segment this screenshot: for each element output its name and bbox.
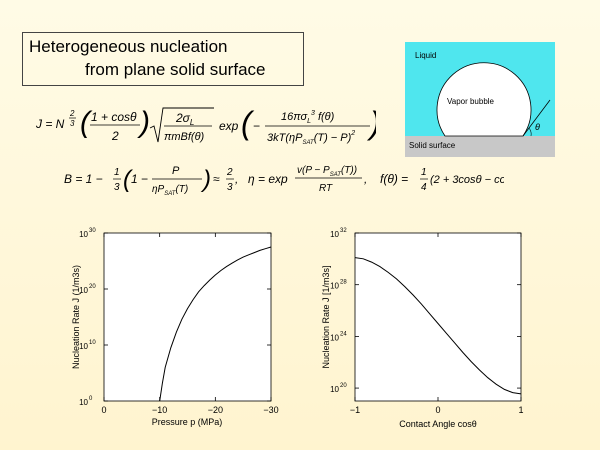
svg-text:v(P − PSAT(T)): v(P − PSAT(T)) [297,165,357,178]
x-tick-label: −1 [350,405,360,415]
y-tick-label: 10 [330,282,339,291]
svg-text:3: 3 [227,182,233,193]
y-tick-label: 10 [330,385,339,394]
svg-text:1: 1 [114,167,120,178]
eq-J-exp: 2 [69,109,75,118]
svg-text:3: 3 [114,182,120,193]
svg-text:1: 1 [421,167,427,178]
y-tick-label: 10 [330,333,339,342]
svg-text:≈: ≈ [213,172,220,186]
y-tick-exponent: 20 [340,383,347,389]
eq-J-num1: 1 + cosθ [91,110,137,124]
eq-J-num2: 2σL [175,111,194,127]
y-tick-exponent: 24 [340,331,347,337]
svg-text:3kT(ηPSAT(T) − P)2: 3kT(ηPSAT(T) − P)2 [267,130,355,146]
series-line [159,246,272,402]
svg-text:(: ( [241,105,255,141]
svg-text:πmBf(θ): πmBf(θ) [164,131,205,143]
x-tick-label: −30 [263,405,278,415]
x-axis-label: Contact Angle cosθ [399,419,477,429]
equations-B-eta-f: B = 1 − 1 3 ( 1 − P ηPSAT(T) ) ≈ 2 3 , η… [64,165,504,197]
svg-text:(: ( [123,166,134,193]
bubble-label: Vapor bubble [447,97,495,106]
eq-B: B = 1 − [64,172,103,186]
svg-text:,: , [235,172,238,186]
svg-text:exp: exp [219,119,239,133]
y-tick-exponent: 0 [89,396,93,402]
x-tick-label: 0 [101,405,106,415]
plot-frame [103,232,272,402]
eq-eta: η = exp [248,172,288,186]
y-tick-exponent: 32 [340,228,347,234]
y-axis-label: Nucleation Rate J (1/m3s) [71,265,81,369]
y-tick-exponent: 30 [89,228,96,234]
equation-J: J = N 2 3 ( 1 + cosθ 2 ) 2σL πmBf(θ) exp… [36,105,376,146]
title-line-2: from plane solid surface [85,60,266,79]
x-tick-label: 1 [518,405,523,415]
x-tick-label: −10 [152,405,167,415]
y-axis-label: Nucleation Rate J [1/m3s] [321,265,331,368]
y-tick-exponent: 28 [340,280,347,286]
solid-surface [405,136,555,157]
y-tick-label: 10 [79,398,88,407]
liquid-label: Liquid [415,51,436,60]
plot-frame [354,232,522,402]
y-tick-label: 10 [79,342,88,351]
tangent-line [522,99,551,137]
svg-text:1 −: 1 − [131,172,148,186]
y-tick-label: 10 [79,286,88,295]
eq-J-num3: 16πσL3 f(θ) [281,110,335,125]
svg-text:): ) [137,106,150,139]
svg-text:,: , [364,172,367,186]
angle-label: θ [535,122,540,132]
svg-text:−: − [253,119,260,133]
x-tick-label: 0 [435,405,440,415]
svg-text:2: 2 [226,167,233,178]
vapor-bubble [436,62,532,137]
series-line [354,257,522,395]
svg-text:ηPSAT(T): ηPSAT(T) [152,184,188,197]
svg-text:3: 3 [70,119,75,128]
svg-text:P: P [172,165,180,177]
svg-text:): ) [366,105,376,141]
svg-text:2: 2 [111,129,119,143]
y-tick-exponent: 20 [89,284,96,290]
y-tick-label: 10 [330,230,339,239]
surface-label: Solid surface [409,141,456,150]
y-tick-label: 10 [79,230,88,239]
y-tick-exponent: 10 [89,340,96,346]
x-axis-label: Pressure p (MPa) [152,417,223,427]
svg-text:(2 + 3cosθ − cos3θ): (2 + 3cosθ − cos3θ) [430,173,504,186]
svg-text:RT: RT [319,183,333,194]
svg-text:(: ( [80,106,93,139]
title-line-1: Heterogeneous nucleation [29,37,228,56]
svg-text:): ) [200,166,211,193]
bubble-diagram: Liquid Vapor bubble Solid surface θ [405,42,555,157]
x-tick-label: −20 [208,405,223,415]
svg-text:4: 4 [421,182,427,193]
eq-J-lhs: J = N [36,117,65,131]
title-box: Heterogeneous nucleation from plane soli… [22,32,304,86]
eq-f: f(θ) = [380,172,408,186]
